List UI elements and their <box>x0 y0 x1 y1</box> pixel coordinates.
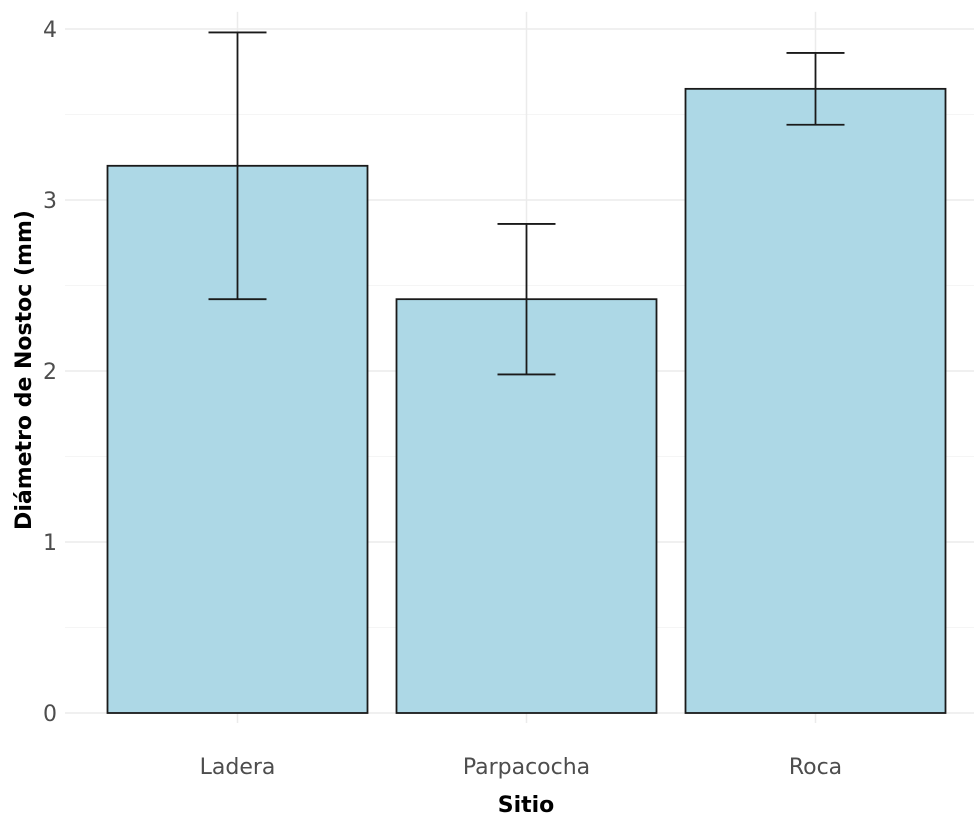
x-tick-label-roca: Roca <box>789 755 842 780</box>
errorbar-ladera <box>208 31 267 301</box>
errorbar-roca <box>786 52 845 126</box>
y-tick-label: 1 <box>43 531 57 556</box>
y-tick-label: 0 <box>43 702 57 727</box>
y-axis-ticks: 0 1 2 3 4 <box>43 18 57 727</box>
bar-roca <box>684 87 947 714</box>
x-tick-label-parpacocha: Parpacocha <box>463 755 590 780</box>
x-axis-title: Sitio <box>498 793 555 813</box>
x-tick-label-ladera: Ladera <box>200 755 276 780</box>
y-tick-label: 2 <box>43 360 57 385</box>
x-axis-ticks: Ladera Parpacocha Roca <box>200 755 843 780</box>
error-bars <box>208 31 845 376</box>
errorbar-parpacocha <box>497 223 556 376</box>
y-axis-title: Diámetro de Nostoc (mm) <box>12 210 37 530</box>
y-tick-label: 4 <box>43 18 57 43</box>
y-tick-label: 3 <box>43 189 57 214</box>
